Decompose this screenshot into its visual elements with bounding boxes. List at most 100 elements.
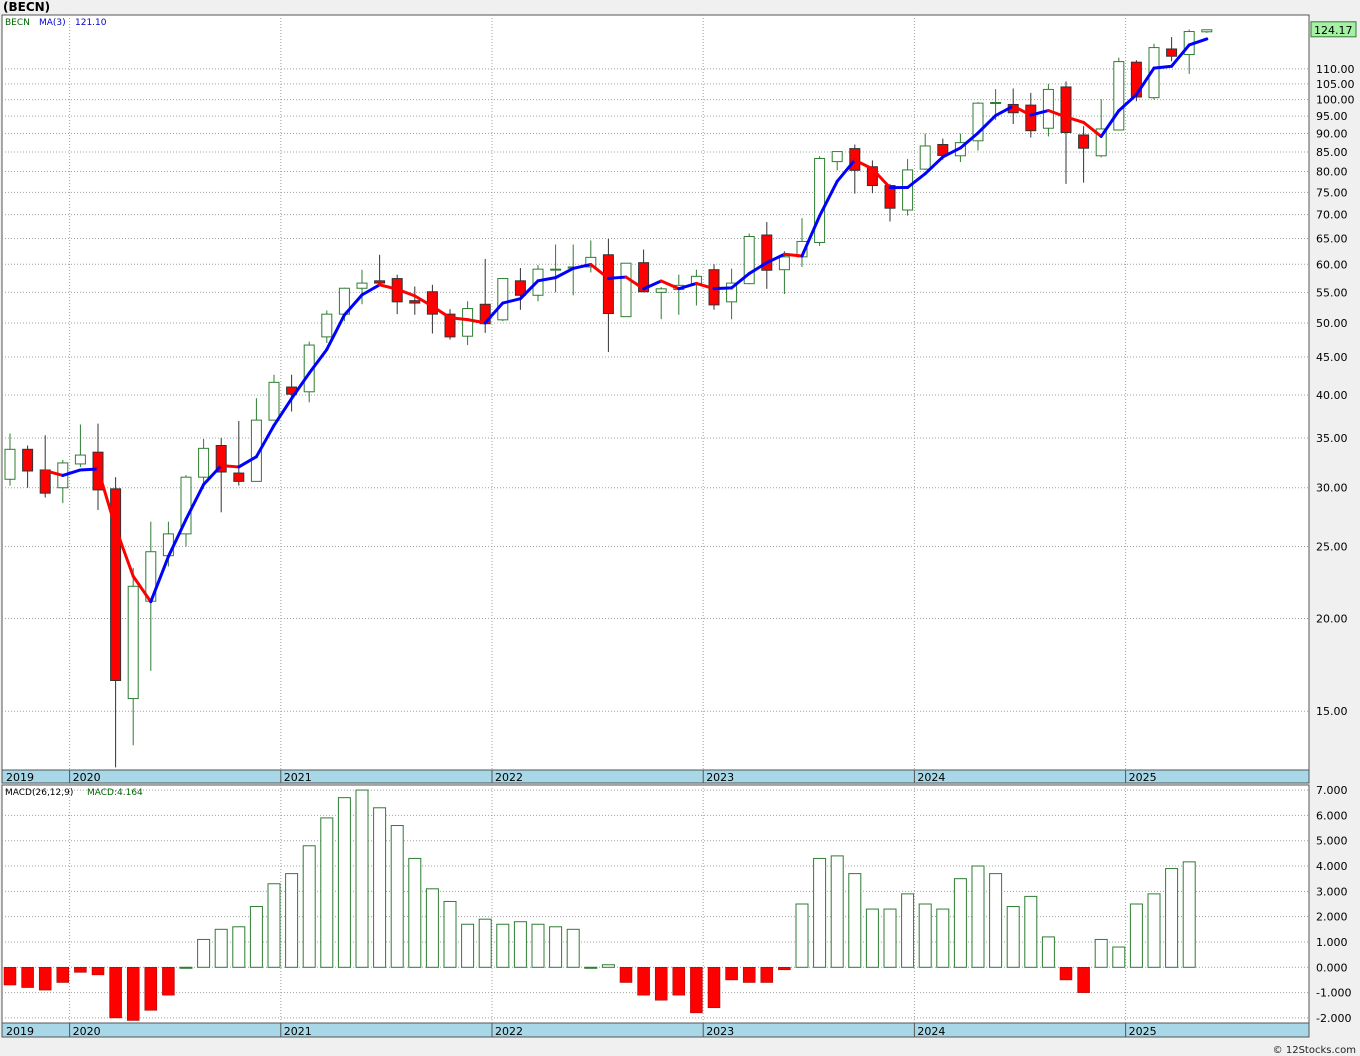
macd-bar [865, 908, 879, 968]
macd-bar [1041, 936, 1055, 968]
candle-body [444, 313, 456, 338]
candle-body [1042, 88, 1054, 129]
candle-body [215, 445, 227, 473]
macd-bar [1094, 938, 1108, 968]
candle-body [110, 488, 122, 681]
macd-tick-label: 1.000 [1316, 936, 1348, 949]
candle-body [814, 157, 826, 243]
ma-segment [1046, 109, 1068, 119]
candle-body [180, 476, 192, 535]
candle-body [1078, 134, 1090, 149]
price-tick-label: 65.00 [1316, 232, 1348, 245]
macd-bar [249, 906, 263, 968]
candle-body [1025, 104, 1037, 132]
candle-body [268, 381, 280, 421]
price-year-label: 2020 [73, 771, 101, 784]
price-tick-label: 35.00 [1316, 432, 1348, 445]
ma-segment [536, 276, 558, 283]
macd-bar [478, 918, 492, 968]
ma-segment [395, 287, 417, 298]
macd-bar [126, 967, 140, 1021]
price-tick-label: 105.00 [1316, 78, 1355, 91]
price-year-label: 2024 [917, 771, 945, 784]
ma-segment [923, 155, 945, 176]
candle-body [514, 280, 526, 296]
macd-bar [883, 908, 897, 968]
price-tick-label: 60.00 [1316, 258, 1348, 271]
ma-segment [219, 464, 241, 469]
candle-body [602, 254, 614, 315]
candle-body [497, 278, 509, 321]
macd-bar [918, 903, 932, 968]
macd-bar [848, 873, 862, 968]
chart-title: (BECN) [3, 0, 51, 14]
ma-segment [131, 574, 153, 604]
credit-text: © 12Stocks.com [1272, 1045, 1356, 1056]
macd-legend-value: MACD:4.164 [87, 788, 143, 798]
macd-bar [285, 873, 299, 968]
macd-bar [390, 825, 404, 968]
macd-legend-label: MACD(26,12,9) [5, 788, 73, 798]
macd-bar [601, 964, 615, 968]
ma-segment [589, 262, 610, 280]
macd-bar [1182, 861, 1196, 968]
macd-bar [408, 857, 422, 968]
candle-body [127, 585, 139, 700]
macd-bar [179, 966, 193, 969]
macd-year-label: 2023 [706, 1025, 734, 1038]
ma-segment [1029, 109, 1050, 117]
candle-body [1148, 47, 1160, 99]
ma-segment [1011, 104, 1033, 117]
macd-bar [1147, 893, 1161, 968]
ma-segment [1187, 37, 1209, 47]
price-tick-label: 40.00 [1316, 389, 1348, 402]
candle-body [1201, 29, 1213, 33]
price-tick-label: 20.00 [1316, 612, 1348, 625]
macd-bar [531, 923, 545, 968]
candle-body [1095, 128, 1107, 157]
ma-segment [78, 467, 100, 472]
ma-segment [501, 297, 522, 305]
price-tick-label: 75.00 [1316, 186, 1348, 199]
candle-body [726, 282, 738, 303]
macd-bar [549, 926, 563, 968]
price-year-label: 2023 [706, 771, 734, 784]
price-year-label: 2021 [284, 771, 312, 784]
macd-bar [1024, 895, 1038, 968]
macd-bar [513, 921, 527, 968]
macd-year-label: 2022 [495, 1025, 523, 1038]
ma-segment [430, 304, 452, 320]
macd-bar [901, 893, 915, 968]
price-tick-label: 25.00 [1316, 541, 1348, 554]
price-legend-ma-value: 121.10 [75, 18, 107, 28]
macd-bar [936, 908, 950, 968]
ma-segment [659, 279, 681, 291]
candle-body [1060, 86, 1072, 133]
macd-year-label: 2020 [73, 1025, 101, 1038]
candle-body [462, 308, 474, 337]
macd-bar [197, 938, 211, 968]
macd-tick-label: 0.000 [1316, 961, 1348, 974]
macd-bar [496, 923, 510, 968]
macd-date-axis-band [1, 1022, 1310, 1038]
price-tick-label: 30.00 [1316, 482, 1348, 495]
macd-tick-label: 3.000 [1316, 885, 1348, 898]
price-tick-label: 45.00 [1316, 351, 1348, 364]
candle-body [655, 288, 667, 293]
price-panel [1, 14, 1310, 771]
candle-body [374, 280, 386, 284]
macd-tick-label: 6.000 [1316, 809, 1348, 822]
price-tick-label: 95.00 [1316, 110, 1348, 123]
ma-segment [290, 371, 311, 401]
candle-body [233, 472, 245, 482]
price-tick-label: 55.00 [1316, 286, 1348, 299]
price-tick-label: 50.00 [1316, 317, 1348, 330]
ma-segment [448, 316, 470, 322]
candle-body [761, 234, 773, 271]
macd-bar [707, 967, 721, 1009]
macd-bar [302, 845, 316, 968]
candle-body [585, 256, 597, 268]
macd-year-label: 2024 [917, 1025, 945, 1038]
macd-bar [619, 967, 633, 983]
